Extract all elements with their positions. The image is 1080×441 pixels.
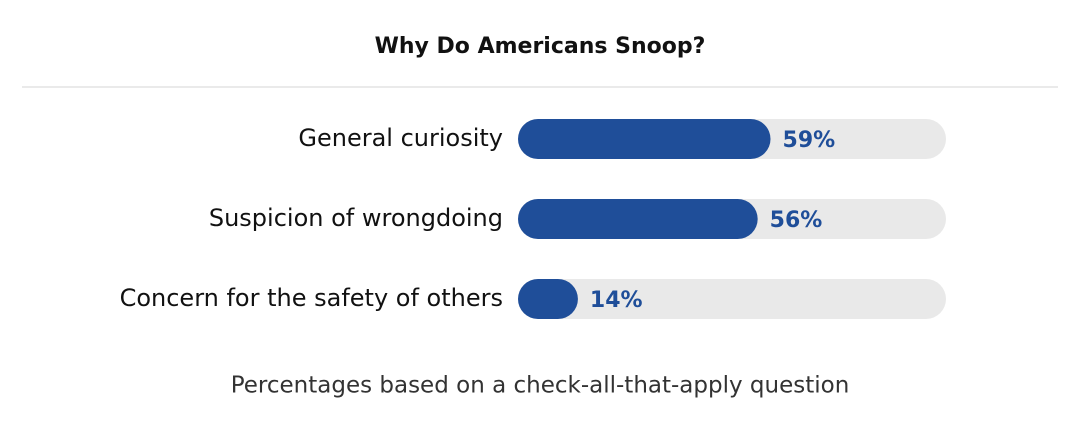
category-label: Suspicion of wrongdoing [209, 204, 503, 232]
value-label: 14% [590, 288, 643, 313]
bar-track [518, 279, 946, 319]
chart-title: Why Do Americans Snoop? [375, 34, 706, 59]
value-label: 59% [783, 128, 836, 153]
category-label: General curiosity [298, 124, 503, 152]
bar [518, 279, 578, 319]
bar [518, 119, 771, 159]
value-label: 56% [770, 208, 823, 233]
category-label: Concern for the safety of others [120, 284, 503, 312]
footnote: Percentages based on a check-all-that-ap… [231, 373, 850, 399]
bar [518, 199, 758, 239]
